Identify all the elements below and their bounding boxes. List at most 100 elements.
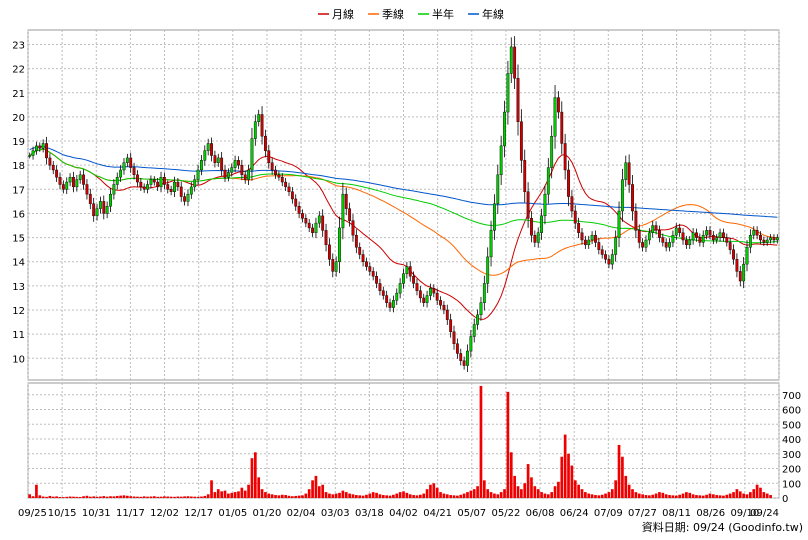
volume-bar: [129, 496, 133, 498]
volume-bar: [233, 492, 237, 498]
volume-bar: [722, 495, 725, 498]
candle-up: [509, 46, 513, 74]
volume-bar: [520, 489, 523, 498]
volume-bar: [563, 434, 567, 498]
volume-bar: [610, 489, 614, 498]
volume-bar: [146, 496, 149, 498]
volume-bar: [371, 492, 375, 498]
volume-bar: [294, 495, 298, 498]
candle-up: [109, 193, 112, 207]
candle-down: [695, 232, 698, 238]
candle-down: [237, 160, 240, 166]
volume-bar: [378, 494, 382, 498]
volume-bar: [338, 492, 341, 498]
candle-up: [775, 237, 779, 241]
candle-down: [368, 266, 372, 272]
candle-down: [243, 174, 247, 180]
candle-down: [152, 179, 156, 183]
price-tick-label: 20: [12, 113, 25, 124]
volume-bar: [203, 495, 207, 498]
volume-bar: [668, 495, 671, 498]
candle-down: [573, 210, 577, 224]
candle-up: [486, 256, 490, 284]
volume-bar: [664, 494, 668, 498]
volume-bar: [742, 493, 745, 498]
price-tick-label: 12: [12, 306, 25, 317]
volume-bar: [173, 496, 176, 498]
volume-bar: [604, 493, 607, 498]
volume-bar: [546, 494, 550, 498]
candle-down: [102, 201, 106, 214]
ma-line-3: [29, 145, 778, 218]
volume-bar: [533, 486, 537, 498]
candle-down: [351, 220, 355, 236]
volume-bar: [617, 444, 621, 498]
candle-down: [321, 215, 325, 231]
price-tick-label: 13: [12, 282, 25, 293]
candle-up: [203, 150, 207, 161]
volume-bar: [65, 496, 69, 498]
candle-down: [654, 225, 658, 231]
candle-up: [28, 155, 32, 157]
volume-bar: [482, 480, 486, 498]
volume-bar: [587, 493, 591, 498]
candle-down: [570, 196, 574, 212]
candle-down: [48, 157, 52, 166]
volume-bar: [368, 493, 372, 498]
candle-up: [341, 193, 345, 229]
candle-down: [452, 331, 456, 344]
volume-bar: [499, 492, 503, 498]
volume-bar: [341, 490, 345, 498]
volume-bar: [705, 494, 708, 498]
candle-up: [587, 239, 591, 246]
date-tick-label: 05/22: [491, 508, 520, 519]
candle-up: [425, 295, 429, 303]
candle-up: [206, 143, 210, 151]
date-tick-label: 11/17: [116, 508, 145, 519]
candle-up: [122, 162, 126, 171]
candle-down: [82, 174, 85, 185]
date-tick-label: 07/09: [594, 508, 623, 519]
candle-down: [432, 288, 436, 294]
volume-tick-label: 700: [782, 391, 801, 402]
volume-bar: [149, 496, 153, 498]
candle-up: [115, 177, 119, 185]
candle-down: [735, 259, 739, 272]
volume-bar: [658, 492, 661, 498]
candle-down: [445, 309, 449, 320]
volume-bar: [654, 493, 658, 498]
candle-down: [762, 239, 766, 243]
candle-down: [385, 295, 389, 303]
volume-bar: [698, 495, 702, 498]
candle-down: [597, 242, 601, 250]
volume-bar: [385, 495, 389, 498]
volume-bar: [392, 494, 395, 498]
volume-bar: [99, 496, 102, 498]
price-tick-label: 22: [12, 65, 25, 76]
volume-bar: [570, 465, 574, 498]
candle-down: [627, 162, 631, 185]
volume-bar: [247, 484, 250, 498]
volume-bar: [38, 495, 42, 498]
candle-down: [136, 174, 139, 183]
volume-bar: [213, 492, 217, 498]
candle-down: [755, 230, 759, 236]
candle-down: [738, 271, 742, 282]
volume-bar: [439, 492, 442, 498]
candle-down: [45, 143, 48, 159]
volume-bar: [644, 495, 648, 498]
volume-bar: [274, 495, 277, 498]
volume-bar: [395, 493, 399, 498]
candle-down: [85, 184, 89, 195]
candle-up: [540, 215, 543, 233]
volume-bar: [398, 492, 402, 498]
volume-bar: [769, 495, 772, 498]
volume-bar: [169, 496, 173, 498]
candle-up: [691, 232, 695, 241]
volume-bar: [361, 495, 365, 498]
volume-bar: [45, 496, 48, 498]
candle-up: [765, 239, 769, 243]
date-tick-label: 05/07: [457, 508, 486, 519]
candle-down: [560, 111, 564, 144]
candle-down: [290, 191, 294, 200]
